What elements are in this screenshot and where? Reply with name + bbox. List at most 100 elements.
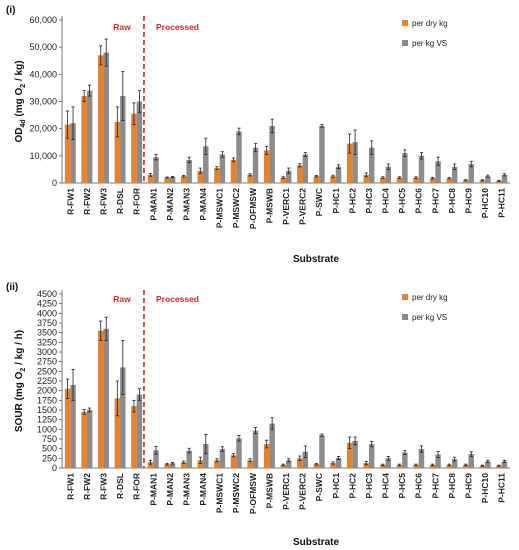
bar-per-dry-kg-p-hc6	[413, 464, 419, 468]
bar-per-kg-vs-p-hc4	[385, 458, 392, 468]
y-tick-label: 0	[52, 178, 57, 188]
y-tick-label: 1750	[37, 395, 57, 405]
x-tick-label: P-HC8	[447, 188, 457, 214]
bar-per-dry-kg-p-hc3	[363, 174, 369, 183]
bar-per-dry-kg-p-hc6	[413, 177, 419, 183]
bar-per-dry-kg-r-fw3	[98, 330, 104, 468]
bar-per-kg-vs-r-for	[136, 394, 143, 468]
bar-per-kg-vs-p-hc5	[402, 452, 408, 468]
legend-label: per kg VS	[412, 39, 447, 48]
x-tick-label: P-HC11	[497, 188, 507, 218]
bar-per-dry-kg-p-hc10	[479, 180, 486, 183]
bar-per-dry-kg-p-mswc1	[214, 460, 220, 468]
panel-label: (ii)	[6, 282, 18, 293]
bar-per-dry-kg-p-man3	[180, 462, 187, 468]
bar-per-dry-kg-p-hc8	[446, 178, 452, 183]
region-label-processed: Processed	[156, 294, 199, 304]
legend-swatch	[402, 40, 408, 46]
x-tick-label: P-HC3	[364, 188, 374, 214]
y-tick-label: 500	[42, 444, 57, 454]
y-tick-label: 750	[42, 434, 57, 444]
y-axis-title-subscript: 2	[20, 368, 27, 372]
bar-per-kg-vs-p-man3	[186, 450, 192, 468]
x-tick-label: P-HC6	[414, 473, 424, 499]
chart-panel-2: (ii) 025050075010001250150017502000225025…	[6, 282, 510, 548]
bar-per-kg-vs-p-mswb	[269, 125, 275, 183]
bar-per-dry-kg-p-man2	[164, 464, 170, 468]
bar-per-kg-vs-p-verc2	[302, 154, 309, 183]
y-axis-title-part: (mg O	[14, 87, 25, 119]
bar-per-kg-vs-r-dsl	[120, 96, 126, 183]
x-tick-label: P-HC3	[364, 473, 374, 499]
x-tick-label: P-VERC2	[298, 473, 308, 510]
bar-per-kg-vs-p-mswc1	[219, 154, 226, 183]
x-tick-label: R-FOR	[132, 473, 142, 500]
y-tick-label: 2500	[37, 366, 57, 376]
chart-panel-1: (i) 0 10,000 20,000 30,000 40,000 50,000 60,000…	[6, 5, 510, 265]
y-axis-title: SOUR (mg O2 / kg / h)	[14, 330, 27, 432]
x-tick-label: P-HC2	[347, 188, 357, 214]
bar-per-dry-kg-p-verc1	[280, 464, 286, 468]
y-axis-title-part: SOUR	[14, 402, 25, 432]
bar-per-dry-kg-p-hc10	[479, 465, 486, 468]
bar-per-kg-vs-p-hc1	[335, 457, 342, 468]
bar-per-kg-vs-r-fw3	[103, 328, 109, 468]
region-label-processed: Processed	[156, 22, 199, 32]
bar-per-kg-vs-p-hc4	[385, 166, 392, 183]
x-tick-label: R-DSL	[115, 188, 125, 214]
y-tick-label: 3250	[37, 337, 57, 347]
y-tick-label: 3500	[37, 328, 57, 338]
y-tick-label: 40,000	[29, 69, 57, 79]
x-tick-label: P-HC7	[430, 188, 440, 214]
bar-per-dry-kg-p-hc2	[346, 143, 353, 183]
x-tick-label: P-HC1	[331, 473, 341, 499]
x-axis-title: Substrate	[293, 537, 340, 548]
x-tick-label: P-HC10	[480, 473, 490, 504]
bar-per-kg-vs-p-swc	[319, 435, 325, 468]
x-tick-label: P-HC4	[381, 473, 391, 499]
bar-per-dry-kg-p-man4	[197, 460, 204, 468]
y-tick-label: 50,000	[29, 42, 57, 52]
bar-per-dry-kg-p-man1	[147, 174, 154, 183]
bar-per-dry-kg-p-man4	[197, 170, 204, 183]
x-tick-label: P-MSWC1	[215, 473, 225, 513]
bar-per-kg-vs-p-man4	[203, 444, 209, 468]
bar-per-dry-kg-r-dsl	[114, 121, 121, 183]
bar-per-kg-vs-p-hc9	[468, 454, 474, 468]
bar-per-dry-kg-p-ofmsw	[247, 174, 253, 183]
x-tick-label: P-SWC	[314, 473, 324, 501]
x-tick-label: P-HC6	[414, 188, 424, 214]
bar-per-kg-vs-p-hc5	[402, 153, 408, 183]
y-axis-title-subscript: 2	[20, 84, 27, 88]
y-tick-label: 0	[52, 463, 57, 473]
bar-per-dry-kg-p-hc9	[463, 464, 469, 468]
bar-per-dry-kg-p-mswb	[263, 444, 270, 468]
bar-per-dry-kg-p-hc7	[429, 464, 436, 468]
bar-per-kg-vs-r-fw2	[86, 410, 93, 468]
y-tick-label: 250	[42, 453, 57, 463]
x-tick-label: P-MAN1	[148, 473, 158, 506]
bar-per-dry-kg-p-man3	[180, 176, 187, 183]
bar-per-kg-vs-p-hc3	[368, 444, 375, 468]
x-tick-label: R-FW3	[98, 188, 108, 215]
x-tick-label: P-MAN3	[181, 188, 191, 221]
bar-per-dry-kg-p-hc8	[446, 464, 452, 468]
legend-swatch	[402, 294, 408, 300]
bar-per-kg-vs-p-hc2	[352, 440, 358, 468]
x-tick-label: P-MSWC2	[231, 188, 241, 228]
bar-per-dry-kg-p-verc2	[297, 165, 303, 183]
y-axis-title: OD4d (mg O2 / kg)	[14, 60, 27, 142]
bar-per-kg-vs-p-verc2	[302, 451, 309, 468]
x-tick-label: P-MAN4	[198, 188, 208, 221]
x-axis-title: Substrate	[293, 254, 340, 265]
bar-per-kg-vs-p-hc6	[418, 155, 425, 183]
y-axis-title-part: / kg)	[14, 60, 25, 83]
legend-label: per dry kg	[412, 293, 448, 302]
y-tick-label: 1500	[37, 405, 57, 415]
bar-per-dry-kg-r-dsl	[114, 398, 121, 468]
bar-per-dry-kg-p-swc	[313, 176, 320, 183]
bar-per-dry-kg-r-fw1	[64, 124, 71, 183]
x-tick-label: P-MSWB	[264, 473, 274, 508]
x-tick-label: R-FW2	[82, 473, 92, 500]
bar-per-kg-vs-p-man1	[153, 450, 159, 468]
